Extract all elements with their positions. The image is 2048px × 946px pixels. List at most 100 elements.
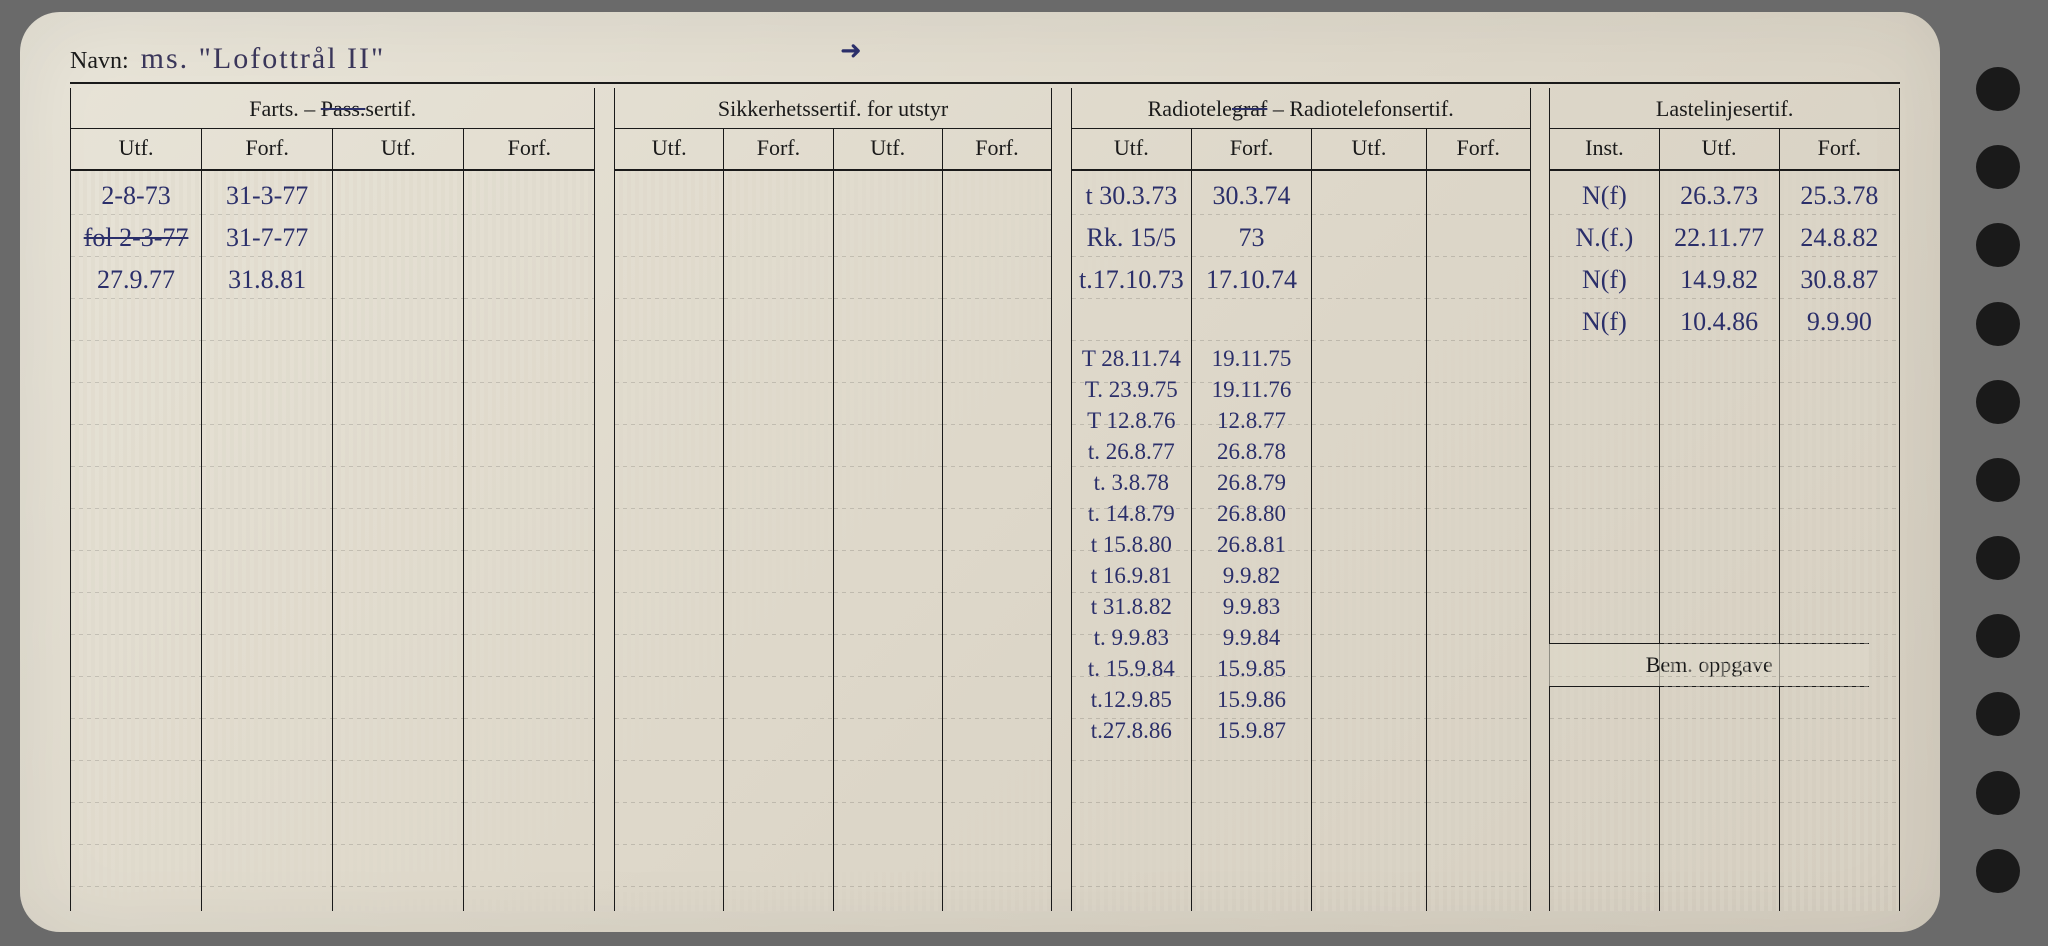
hole — [1976, 536, 2020, 580]
ledger-entry: fol 2-3-77 — [71, 217, 201, 259]
ledger-table: Farts. – Pass.sertif. Sikkerhetssertif. … — [70, 88, 1900, 911]
ledger-entry: 25.3.78 — [1780, 175, 1899, 217]
ledger-entry: 15.9.85 — [1192, 653, 1311, 684]
col-radio-forf1: 30.3.747317.10.74 19.11.7519.11.7612.8.77… — [1191, 170, 1311, 911]
col-sik-utf1 — [615, 170, 724, 911]
col-sik-utf2 — [833, 170, 942, 911]
sub-forf: Forf. — [724, 129, 833, 171]
ledger-entry: t 15.8.80 — [1072, 529, 1191, 560]
sub-forf: Forf. — [942, 129, 1051, 171]
ledger-entry: 31.8.81 — [202, 259, 332, 301]
col-laste-utf: 26.3.7322.11.7714.9.8210.4.86 — [1659, 170, 1779, 911]
ledger-entry: 17.10.74 — [1192, 259, 1311, 301]
punch-holes — [1968, 50, 2028, 910]
arrow-mark: ➜ — [840, 36, 862, 66]
hole — [1976, 302, 2020, 346]
ledger-entry: 30.3.74 — [1192, 175, 1311, 217]
ledger-entry: t 31.8.82 — [1072, 591, 1191, 622]
ledger-entry: 19.11.75 — [1192, 343, 1311, 374]
hole — [1976, 849, 2020, 893]
ledger-entry: 9.9.84 — [1192, 622, 1311, 653]
sub-utf: Utf. — [833, 129, 942, 171]
col-radio-utf1: t 30.3.73Rk. 15/5t.17.10.73 T 28.11.74T. … — [1071, 170, 1191, 911]
sub-forf: Forf. — [464, 129, 595, 171]
ledger-entry — [1192, 301, 1311, 343]
ledger-entry: Rk. 15/5 — [1072, 217, 1191, 259]
col-farts-forf2 — [464, 170, 595, 911]
header-laste: Lastelinjesertif. — [1550, 88, 1900, 129]
header-radio: Radiotelegraf – Radiotelefonsertif. — [1071, 88, 1530, 129]
ledger-entry: 27.9.77 — [71, 259, 201, 301]
ledger-entry: t.12.9.85 — [1072, 684, 1191, 715]
sub-forf: Forf. — [1426, 129, 1530, 171]
col-farts-forf1: 31-3-7731-7-7731.8.81 — [202, 170, 333, 911]
ledger-card: ➜ Navn: ms. "Lofottrål II" Farts. – Pass… — [20, 12, 1940, 932]
col-farts-utf2 — [333, 170, 464, 911]
ledger-entry: 2-8-73 — [71, 175, 201, 217]
col-sik-forf2 — [942, 170, 1051, 911]
ledger-entry: t.17.10.73 — [1072, 259, 1191, 301]
strike-pass: Pass. — [321, 96, 366, 121]
sub-utf: Utf. — [333, 129, 464, 171]
hole — [1976, 67, 2020, 111]
ledger-entry: 24.8.82 — [1780, 217, 1899, 259]
header-sikkerhet: Sikkerhetssertif. for utstyr — [615, 88, 1052, 129]
ledger-entry: t. 15.9.84 — [1072, 653, 1191, 684]
ledger-entry: t. 14.8.79 — [1072, 498, 1191, 529]
ledger-entry: 9.9.83 — [1192, 591, 1311, 622]
ledger-entry: t. 9.9.83 — [1072, 622, 1191, 653]
ledger-entry: N(f) — [1550, 259, 1658, 301]
ledger-entry: t 16.9.81 — [1072, 560, 1191, 591]
name-row: Navn: ms. "Lofottrål II" — [70, 42, 1900, 84]
name-value: ms. "Lofottrål II" — [141, 42, 386, 76]
hole — [1976, 145, 2020, 189]
ledger-entry: 9.9.82 — [1192, 560, 1311, 591]
sub-forf: Forf. — [1779, 129, 1899, 171]
ledger-entry: T 28.11.74 — [1072, 343, 1191, 374]
sub-utf: Utf. — [1659, 129, 1779, 171]
ledger-entry: 19.11.76 — [1192, 374, 1311, 405]
ledger-entry: 15.9.86 — [1192, 684, 1311, 715]
col-radio-forf2 — [1426, 170, 1530, 911]
ledger-entry: 26.8.80 — [1192, 498, 1311, 529]
sub-forf: Forf. — [1191, 129, 1311, 171]
ledger-entry: 14.9.82 — [1660, 259, 1779, 301]
sub-utf: Utf. — [615, 129, 724, 171]
ledger-entry: 26.3.73 — [1660, 175, 1779, 217]
hole — [1976, 692, 2020, 736]
ledger-entry: N(f) — [1550, 175, 1658, 217]
ledger-entry: 12.8.77 — [1192, 405, 1311, 436]
ledger-entry: T. 23.9.75 — [1072, 374, 1191, 405]
name-label: Navn: — [70, 48, 129, 75]
ledger-entry: 26.8.81 — [1192, 529, 1311, 560]
ledger-entry: 26.8.79 — [1192, 467, 1311, 498]
hole — [1976, 614, 2020, 658]
col-laste-inst: N(f)N.(f.)N(f)N(f) Bem. oppgave — [1550, 170, 1659, 911]
ledger-entry: t.27.8.86 — [1072, 715, 1191, 746]
ledger-entry: 10.4.86 — [1660, 301, 1779, 343]
ledger-entry: 26.8.78 — [1192, 436, 1311, 467]
hole — [1976, 458, 2020, 502]
col-laste-forf: 25.3.7824.8.8230.8.879.9.90 — [1779, 170, 1899, 911]
ledger-entry: N(f) — [1550, 301, 1658, 343]
header-farts: Farts. – Pass.sertif. — [71, 88, 595, 129]
hole — [1976, 771, 2020, 815]
ledger-entry: 15.9.87 — [1192, 715, 1311, 746]
ledger-entry: 30.8.87 — [1780, 259, 1899, 301]
ledger-entry: T 12.8.76 — [1072, 405, 1191, 436]
ledger-entry: t. 26.8.77 — [1072, 436, 1191, 467]
ledger-entry: 9.9.90 — [1780, 301, 1899, 343]
col-farts-utf1: 2-8-73fol 2-3-7727.9.77 — [71, 170, 202, 911]
ledger-entry: 31-7-77 — [202, 217, 332, 259]
col-radio-utf2 — [1312, 170, 1427, 911]
hole — [1976, 380, 2020, 424]
ledger-entry — [1072, 301, 1191, 343]
sub-utf: Utf. — [1312, 129, 1427, 171]
ledger-entry: 22.11.77 — [1660, 217, 1779, 259]
sub-forf: Forf. — [202, 129, 333, 171]
ledger-entry: t. 3.8.78 — [1072, 467, 1191, 498]
ledger-entry: 73 — [1192, 217, 1311, 259]
sub-utf: Utf. — [71, 129, 202, 171]
ledger-entry: t 30.3.73 — [1072, 175, 1191, 217]
col-sik-forf1 — [724, 170, 833, 911]
